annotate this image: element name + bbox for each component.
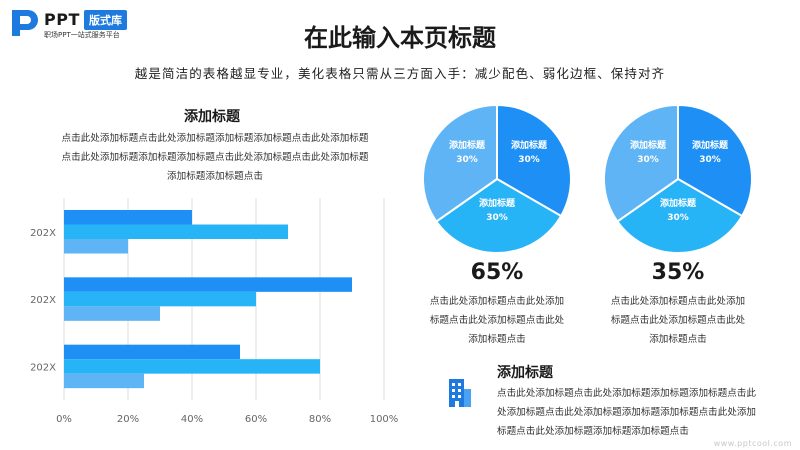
pie-1-caption: 点击此处添加标题点击此处添加标题点击此处添加标题点击此处添加标题点击 xyxy=(429,296,565,345)
logo-mark-icon xyxy=(12,10,38,36)
bar-chart: 0% 20% 40% 60% 80% 100% 202X 202X 202X xyxy=(30,198,399,425)
brand-name: PPT xyxy=(44,10,80,29)
x-tick-label: 0% xyxy=(56,414,72,425)
x-tick-label: 100% xyxy=(370,414,399,425)
pie-slice xyxy=(677,104,753,218)
pie-2-label-topright: 添加标题 30% xyxy=(691,141,728,165)
pie-slice xyxy=(603,104,679,223)
pie-slice xyxy=(496,104,572,218)
building-icon xyxy=(449,379,471,407)
bar xyxy=(64,306,160,321)
category-label: 202X xyxy=(30,362,56,373)
bar xyxy=(64,224,288,239)
right-block-body: 点击此处添加标题点击此处添加标题添加标题添加标题点击此处添加标题点击此处添加标题… xyxy=(497,388,757,437)
pie-2-percent: 35% xyxy=(651,260,705,285)
right-block-title: 添加标题 xyxy=(497,365,553,381)
pie-2-label-topleft: 添加标题 30% xyxy=(629,141,666,165)
brand-tagline: 职场PPT一站式服务平台 xyxy=(44,31,120,39)
pie-1-label-topright: 添加标题 30% xyxy=(510,141,547,165)
watermark: www.pptcool.com xyxy=(713,439,792,448)
category-label: 202X xyxy=(30,295,56,306)
bar xyxy=(64,344,240,360)
x-tick-label: 20% xyxy=(117,414,139,425)
pie-slice xyxy=(615,177,744,254)
category-label: 202X xyxy=(30,228,56,239)
bar xyxy=(64,277,352,292)
x-tick-label: 60% xyxy=(245,414,267,425)
x-tick-label: 40% xyxy=(181,414,203,425)
page-subtitle: 越是简洁的表格越显专业，美化表格只需从三方面入手：减少配色、弱化边框、保持对齐 xyxy=(134,66,666,81)
pie-1-percent: 65% xyxy=(470,260,524,285)
x-tick-label: 80% xyxy=(309,414,331,425)
bar xyxy=(64,210,192,225)
left-block-body: 点击此处添加标题点击此处添加标题添加标题添加标题点击此处添加标题点击此处添加标题… xyxy=(61,133,369,182)
pie-1-label-topleft: 添加标题 30% xyxy=(448,141,485,165)
pie-chart-1 xyxy=(422,104,572,254)
bar xyxy=(64,373,144,389)
pie-2-caption: 点击此处添加标题点击此处添加标题点击此处添加标题点击此处添加标题点击 xyxy=(610,296,746,345)
left-block-title: 添加标题 xyxy=(184,109,240,125)
brand-logo: PPT 版式库 职场PPT一站式服务平台 xyxy=(10,8,160,42)
page-title: 在此输入本页标题 xyxy=(304,24,496,52)
bar xyxy=(64,359,320,374)
pie-1-label-bottom: 添加标题 30% xyxy=(478,199,515,223)
pie-chart-2 xyxy=(603,104,753,254)
pie-slice xyxy=(434,177,563,254)
pie-slice xyxy=(422,104,498,223)
bar xyxy=(64,239,128,254)
brand-badge: 版式库 xyxy=(84,10,127,30)
bar xyxy=(64,291,256,307)
pie-2-label-bottom: 添加标题 30% xyxy=(659,199,696,223)
